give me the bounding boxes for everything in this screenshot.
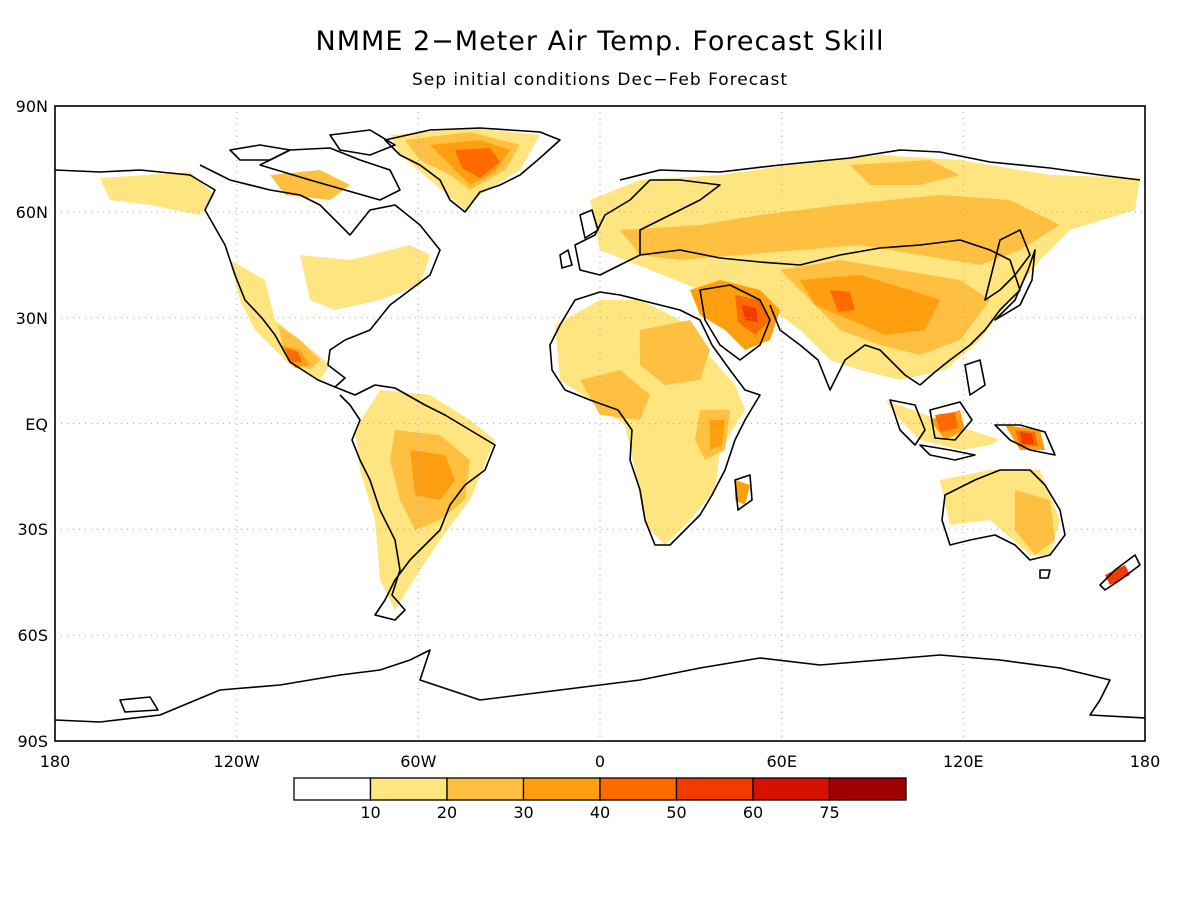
lon-label-60w: 60W (400, 752, 436, 771)
legend-swatch-5 (675, 777, 754, 801)
legend-swatch-7 (828, 777, 907, 801)
lat-label-eq: EQ (25, 415, 48, 434)
lon-label-180w: 180 (40, 752, 71, 771)
skill-shading (100, 128, 1140, 610)
map-area (55, 106, 1145, 741)
map-title: NMME 2−Meter Air Temp. Forecast Skill (315, 26, 885, 57)
lon-label-120w: 120W (214, 752, 261, 771)
legend-swatch-6 (752, 777, 831, 801)
legend-swatch-3 (522, 777, 601, 801)
map-subtitle: Sep initial conditions Dec−Feb Forecast (411, 70, 789, 90)
map-frame (54, 105, 1146, 742)
lon-label-180e: 180 (1130, 752, 1161, 771)
coastlines (55, 127, 1145, 723)
legend-colorbar (293, 777, 907, 801)
legend-label-10: 10 (360, 803, 380, 822)
lon-label-120e: 120E (943, 752, 984, 771)
lat-label-90s: 90S (17, 732, 48, 751)
lon-label-0: 0 (595, 752, 605, 771)
lat-label-60n: 60N (16, 203, 48, 222)
lat-label-30n: 30N (16, 309, 48, 328)
legend-label-50: 50 (666, 803, 686, 822)
legend-label-40: 40 (590, 803, 610, 822)
longitude-labels: 180 120W 60W 0 60E 120E 180 (40, 752, 1161, 771)
lat-label-30s: 30S (17, 520, 48, 539)
legend-label-75: 75 (819, 803, 839, 822)
legend-labels: 10 20 30 40 50 60 75 (360, 803, 839, 822)
lon-label-60e: 60E (766, 752, 796, 771)
lat-label-90n: 90N (16, 97, 48, 116)
legend-swatch-1 (369, 777, 448, 801)
latitude-labels: 90N 60N 30N EQ 30S 60S 90S (16, 97, 48, 751)
legend-label-20: 20 (437, 803, 457, 822)
legend-label-30: 30 (513, 803, 533, 822)
legend-swatch-4 (599, 777, 678, 801)
legend-swatch-0 (293, 777, 372, 801)
legend-swatch-2 (446, 777, 525, 801)
legend-label-60: 60 (743, 803, 763, 822)
lat-label-60s: 60S (17, 626, 48, 645)
